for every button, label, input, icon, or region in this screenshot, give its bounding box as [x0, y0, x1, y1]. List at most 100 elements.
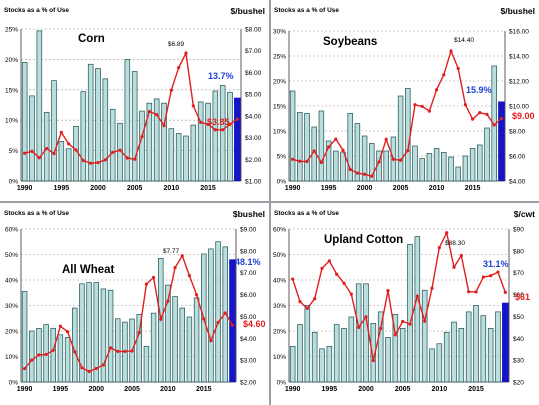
left-tick-label: 20%	[5, 57, 18, 64]
right-tick-label: $5.00	[240, 314, 257, 321]
left-tick-label: 20%	[5, 329, 18, 336]
chart-panel-3: 0% 10% 20% 30% 40% 50% 60% $20 $30 $40 $50 $60 $70 $8…	[273, 209, 535, 393]
price-point	[492, 123, 496, 127]
stocks-bar	[433, 148, 440, 182]
right-tick-label: $12.00	[509, 79, 529, 86]
horizontal-divider	[0, 201, 539, 203]
left-tick-label: 30%	[273, 29, 286, 36]
price-point	[116, 349, 120, 353]
price-point	[199, 120, 203, 124]
stocks-bar	[131, 71, 138, 182]
x-tick-label: 2000	[357, 185, 373, 192]
stocks-bar	[208, 248, 214, 383]
right-tick-label: $30	[513, 358, 524, 365]
price-point	[155, 112, 159, 117]
stocks-bar	[153, 98, 160, 182]
stocks-bar	[197, 101, 204, 182]
price-point	[125, 156, 129, 160]
price-point	[58, 324, 63, 328]
price-point	[166, 299, 170, 303]
stocks-bar	[304, 305, 311, 383]
left-axis-title: Stocks as a % of Use	[4, 210, 69, 217]
stocks-bar	[469, 148, 476, 182]
stocks-bar	[448, 156, 454, 182]
stocks-bar	[341, 328, 347, 383]
stocks-bar	[124, 59, 131, 182]
stocks-bar	[385, 337, 391, 383]
left-tick-label: 10%	[273, 354, 286, 361]
stocks-bar	[64, 337, 71, 383]
price-point	[320, 266, 324, 270]
right-tick-label: $2.00	[245, 157, 262, 164]
price-point	[94, 366, 98, 371]
right-tick-label: $10.00	[509, 104, 529, 111]
price-point	[327, 259, 331, 263]
stocks-bar	[168, 128, 175, 182]
right-tick-label: $7.00	[245, 48, 262, 55]
left-tick-label: 50%	[273, 252, 286, 259]
price-point	[213, 128, 217, 132]
stocks-bar	[354, 123, 361, 182]
x-tick-label: 2005	[124, 386, 140, 393]
x-tick-label: 2010	[164, 185, 180, 192]
price-point	[81, 158, 85, 163]
price-point	[230, 323, 235, 327]
left-tick-label: 0%	[9, 179, 19, 186]
price-point	[298, 159, 302, 163]
stocks-bar	[289, 90, 296, 182]
price-point	[377, 160, 381, 164]
stocks-bar	[426, 153, 433, 182]
price-point	[408, 322, 412, 326]
price-point	[194, 293, 199, 297]
left-tick-label: 10%	[273, 129, 286, 136]
right-tick-label: $4.00	[509, 179, 526, 186]
stocks-bar	[355, 283, 362, 383]
price-point	[202, 317, 206, 321]
stocks-bar	[318, 110, 325, 182]
price-point	[371, 358, 375, 363]
price-point	[386, 289, 390, 293]
price-point	[384, 137, 388, 141]
stocks-bar	[161, 102, 167, 182]
price-point	[467, 290, 471, 294]
price-point	[319, 160, 323, 165]
stocks-bar	[107, 289, 114, 383]
price-point	[348, 167, 352, 171]
stocks-bar	[175, 133, 182, 182]
price-point	[103, 158, 107, 162]
price-point	[235, 117, 239, 121]
stocks-bar	[73, 125, 79, 182]
stocks-bar	[297, 112, 303, 182]
right-axis-title: $bushel	[233, 209, 265, 219]
left-tick-label: 60%	[273, 227, 286, 234]
projection-bar	[229, 259, 236, 382]
x-tick-label: 1995	[321, 185, 337, 192]
price-point	[456, 66, 460, 71]
price-point	[144, 282, 149, 286]
price-point	[162, 124, 166, 128]
projected-price-annotation: $3.85	[207, 117, 230, 127]
stocks-bar	[21, 62, 28, 182]
price-point	[415, 294, 419, 298]
stocks-bar	[215, 241, 221, 383]
chart-title: Corn	[78, 33, 105, 45]
chart-panel-1: 0% 5% 10% 15% 20% 25% 30% $4.00 $6.00 $8.00 $10.00…	[273, 6, 535, 192]
price-point	[305, 159, 309, 164]
left-tick-label: 10%	[5, 354, 18, 361]
stocks-bar	[146, 102, 153, 182]
price-point	[89, 161, 93, 165]
stocks-bar	[50, 328, 56, 383]
x-tick-label: 2010	[432, 386, 448, 393]
stocks-bar	[325, 140, 332, 182]
stocks-bar	[480, 315, 487, 383]
left-tick-label: 50%	[5, 252, 18, 259]
stocks-bar	[326, 345, 333, 383]
stocks-bar	[212, 90, 219, 182]
peak-price-annotation: $14.40	[454, 37, 474, 44]
left-tick-label: 40%	[5, 278, 18, 285]
left-tick-label: 20%	[273, 329, 286, 336]
peak-price-annotation: $7.77	[163, 248, 180, 255]
price-point	[59, 130, 63, 134]
price-point	[30, 149, 34, 153]
